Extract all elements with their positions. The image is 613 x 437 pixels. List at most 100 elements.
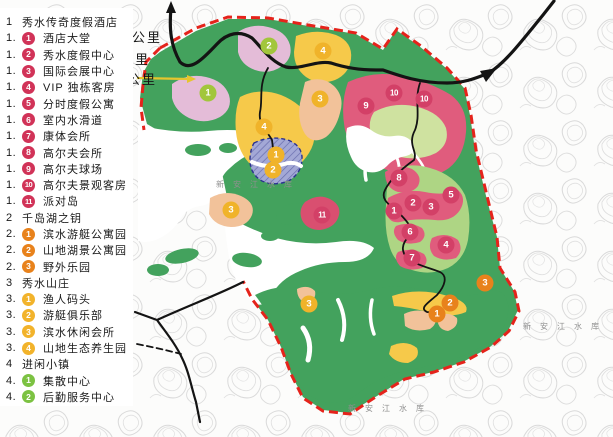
legend-item-marker: 3 — [22, 325, 35, 339]
legend-item-prefix: 2. — [6, 228, 17, 240]
legend-item-label: 高尔夫景观客房 — [43, 180, 127, 193]
legend-section-title: 秀水山庄 — [22, 277, 70, 290]
legend-item: 1. 6 室内水滑道 — [0, 112, 133, 128]
salmon-zones — [209, 79, 458, 331]
legend-section-title: 进闲小镇 — [22, 359, 70, 372]
map-marker-1-10: 10 — [415, 90, 433, 108]
map-marker-1-5: 5 — [442, 186, 460, 204]
legend-item-marker: 10 — [22, 178, 35, 192]
map-marker-1-6: 6 — [401, 223, 419, 241]
legend-item-prefix: 3. — [6, 342, 17, 355]
legend-item-marker: 6 — [22, 113, 35, 127]
legend-item-prefix: 1. — [6, 32, 17, 45]
map-marker-1-11: 11 — [313, 206, 331, 224]
legend-item-label: 酒店大堂 — [43, 33, 91, 46]
south-cluster-channels — [300, 298, 376, 363]
legend-item-marker: 2 — [22, 390, 35, 404]
southwest-dashed-road — [136, 343, 182, 355]
map-marker-4-2: 2 — [260, 37, 278, 55]
legend-item-marker: 2 — [22, 308, 35, 322]
map-marker-3-3: 3 — [311, 90, 329, 108]
legend-item: 2. 3 野外乐园 — [0, 258, 133, 274]
legend-item-marker: 7 — [22, 129, 35, 143]
legend-item: 1. 2 秀水度假中心 — [0, 47, 133, 63]
legend-item-prefix: 1. — [6, 179, 17, 192]
legend-item: 1. 7 康体会所 — [0, 128, 133, 144]
legend-item-label: VIP 独栋客房 — [43, 82, 116, 95]
legend-item-label: 集散中心 — [43, 375, 91, 388]
km-label-2: 里 — [135, 52, 150, 67]
map-marker-3-4: 4 — [255, 118, 273, 136]
north-road-arrow — [166, 1, 176, 13]
legend-item-marker: 8 — [22, 146, 35, 160]
legend-section-header: 2 千岛湖之钥 — [0, 210, 133, 226]
reservoir-label-south: 新安江水库 — [348, 403, 433, 413]
legend-section-number: 4 — [6, 358, 13, 371]
map-marker-1-2: 2 — [404, 194, 422, 212]
map-marker-3-4: 4 — [314, 42, 332, 60]
legend-item-label: 康体会所 — [43, 131, 91, 144]
legend-item-label: 渔人码头 — [43, 294, 91, 307]
legend-item-label: 野外乐园 — [43, 261, 91, 274]
legend-item-prefix: 1. — [6, 130, 17, 143]
legend-item-prefix: 3. — [6, 325, 17, 338]
southwest-road — [133, 280, 245, 424]
legend-item: 1. 8 高尔夫会所 — [0, 144, 133, 160]
legend-item-marker: 1 — [22, 227, 35, 241]
legend-item-label: 山地湖景公寓园 — [43, 245, 127, 258]
map-marker-3-1: 1 — [267, 146, 285, 164]
map-marker-2-3: 3 — [476, 274, 494, 292]
legend-item-marker: 3 — [22, 64, 35, 78]
legend-item-prefix: 1. — [6, 195, 17, 208]
legend-item-label: 秀水度假中心 — [43, 49, 115, 62]
legend-item-prefix: 1. — [6, 162, 17, 175]
inner-road — [258, 67, 274, 149]
map-marker-1-10: 10 — [385, 84, 403, 102]
km-label-3: 公里 — [127, 72, 157, 87]
legend-item-marker: 1 — [22, 374, 35, 388]
legend-item: 1. 10 高尔夫景观客房 — [0, 177, 133, 193]
legend-item: 1. 5 分时度假公寓 — [0, 95, 133, 111]
map-marker-2-2: 2 — [441, 294, 459, 312]
legend-item-label: 国际会展中心 — [43, 66, 115, 79]
legend-item-marker: 4 — [22, 341, 35, 355]
km-label-1: 公里 — [132, 30, 162, 45]
lake-islets — [147, 143, 308, 276]
legend-section-number: 1 — [6, 16, 13, 29]
legend-item-prefix: 1. — [6, 146, 17, 159]
east-road-arrow — [480, 68, 497, 82]
map-marker-1-9: 9 — [357, 97, 375, 115]
legend-item: 2. 1 滨水游艇公寓园 — [0, 226, 133, 242]
legend-item-prefix: 4. — [6, 390, 17, 403]
legend-item-marker: 5 — [22, 97, 35, 111]
legend-item-marker: 9 — [22, 162, 35, 176]
map-marker-1-7: 7 — [403, 249, 421, 267]
legend-item: 3. 1 渔人码头 — [0, 291, 133, 307]
legend-item-label: 滨水游艇公寓园 — [43, 229, 127, 241]
legend-item: 1. 11 派对岛 — [0, 193, 133, 209]
legend-item-label: 室内水滑道 — [43, 114, 103, 127]
legend-item: 3. 2 游艇俱乐部 — [0, 307, 133, 323]
legend-item: 3. 4 山地生态养生园 — [0, 340, 133, 356]
legend-item-label: 派对岛 — [43, 196, 79, 209]
map-marker-1-1: 1 — [385, 202, 403, 220]
legend-item-prefix: 2. — [6, 260, 17, 273]
legend-section-title: 千岛湖之钥 — [22, 212, 82, 225]
legend-item-label: 山地生态养生园 — [43, 343, 127, 356]
reservoir-label-center: 新安江水库 — [216, 179, 301, 189]
legend-item: 1. 3 国际会展中心 — [0, 63, 133, 79]
legend-item-marker: 2 — [22, 243, 35, 257]
legend-item-label: 高尔夫球场 — [43, 163, 103, 176]
legend-item-prefix: 4. — [6, 374, 17, 387]
legend-item: 4. 2 后勤服务中心 — [0, 389, 133, 405]
legend-item: 3. 3 滨水休闲会所 — [0, 324, 133, 340]
main-road — [168, 0, 556, 85]
legend-section-number: 3 — [6, 276, 13, 289]
map-marker-2-1: 1 — [428, 305, 446, 323]
map-marker-1-4: 4 — [437, 236, 455, 254]
map-marker-4-1: 1 — [199, 84, 217, 102]
map-marker-3-3: 3 — [300, 295, 318, 313]
legend-item: 2. 2 山地湖景公寓园 — [0, 242, 133, 258]
map-marker-1-3: 3 — [422, 198, 440, 216]
legend-section-title: 秀水传奇度假酒店 — [22, 17, 118, 30]
